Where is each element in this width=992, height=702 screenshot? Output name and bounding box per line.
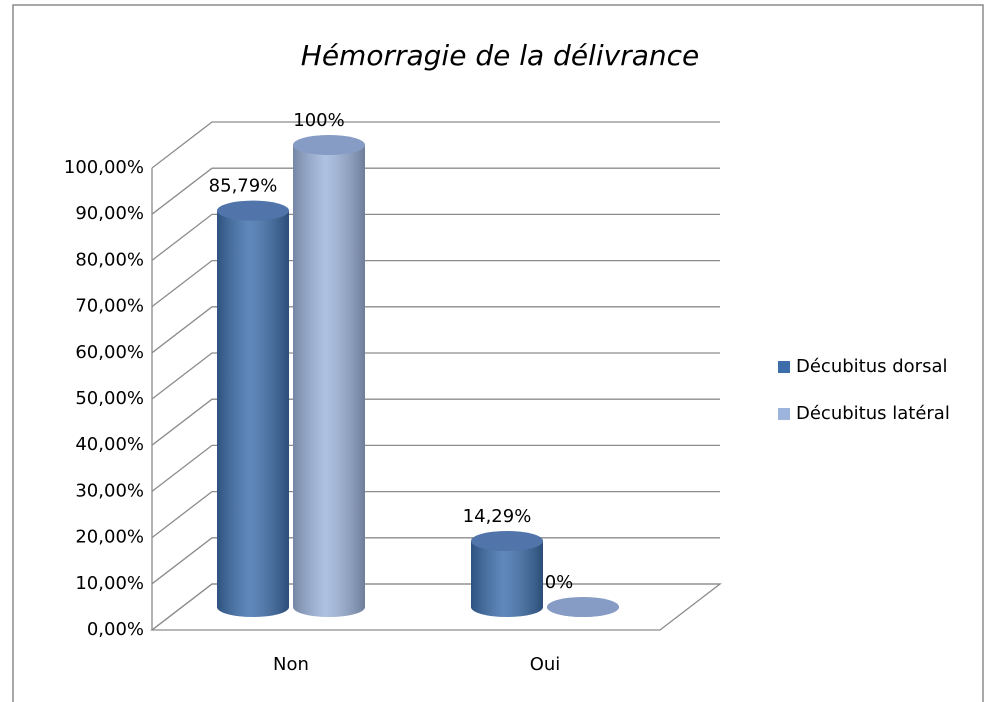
bar (547, 597, 619, 617)
cylinder-top-tint (471, 530, 543, 551)
cylinder-top (293, 135, 365, 155)
cylinder-top (547, 597, 619, 617)
cylinder-top (471, 530, 543, 551)
grid-line (151, 398, 720, 446)
data-label: 100% (293, 110, 344, 131)
grid-line (151, 167, 720, 215)
cylinder-shade (471, 540, 543, 617)
y-tick-label: 30,00% (75, 480, 144, 501)
x-tick-label: Oui (530, 654, 561, 675)
bar (293, 135, 365, 617)
y-tick-label: 100,00% (64, 157, 144, 178)
y-tick-label: 0,00% (87, 619, 144, 640)
cylinder-top-tint (293, 135, 365, 155)
legend-label: Décubitus dorsal (796, 356, 947, 377)
cylinder-shade (217, 210, 289, 617)
legend-swatch (778, 408, 790, 420)
y-tick-label: 80,00% (75, 249, 144, 270)
bar (217, 200, 289, 617)
data-label: 85,79% (209, 176, 278, 197)
grid-line (151, 583, 720, 631)
y-tick-label: 50,00% (75, 388, 144, 409)
grid-line (151, 259, 720, 308)
data-label: 14,29% (463, 506, 532, 527)
cylinder-top (217, 200, 289, 221)
y-tick-label: 20,00% (75, 527, 144, 548)
grid-line (151, 352, 720, 400)
legend-swatch (778, 361, 790, 373)
x-tick-label: Non (273, 654, 309, 675)
legend-label: Décubitus latéral (796, 403, 950, 424)
y-tick-label: 60,00% (75, 342, 144, 363)
grid-line (151, 490, 720, 539)
chart-title: Hémorragie de la délivrance (301, 39, 699, 72)
cylinder-top-tint (217, 200, 289, 221)
grid-line (151, 213, 720, 261)
y-tick-label: 40,00% (75, 434, 144, 455)
y-tick-label: 90,00% (75, 203, 144, 224)
grid-line (151, 537, 720, 585)
grid-line (151, 444, 720, 492)
y-tick-label: 70,00% (75, 296, 144, 317)
bar (471, 530, 543, 617)
data-label: 0% (545, 572, 574, 593)
y-tick-label: 10,00% (75, 573, 144, 594)
cylinder-shade (293, 145, 365, 617)
grid-line (151, 306, 720, 354)
grid-line (151, 121, 720, 169)
cylinder-top-tint (547, 597, 619, 617)
